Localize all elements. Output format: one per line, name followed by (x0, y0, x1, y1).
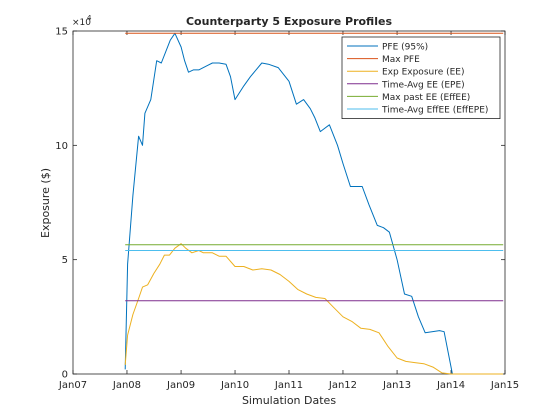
x-tick-label: Jan15 (490, 380, 519, 391)
legend-label: PFE (95%) (382, 43, 428, 53)
x-tick-label: Jan11 (274, 380, 303, 391)
plot-area: Jan07 Jan08 Jan09 Jan10 Jan11 Jan12 Jan13 Jan14… (55, 27, 519, 392)
y-exponent-base: ×10 (72, 18, 91, 28)
y-exponent-power: 4 (87, 14, 92, 22)
y-axis-label: Exposure ($) (39, 168, 52, 238)
chart-title: Counterparty 5 Exposure Profiles (186, 15, 392, 28)
y-exponent: ×10 4 (72, 14, 92, 28)
x-tick-label: Jan07 (58, 380, 87, 391)
x-axis-label: Simulation Dates (242, 394, 336, 407)
y-tick-label: 0 (62, 370, 68, 381)
legend-label: Time-Avg EffEE (EffEPE) (381, 106, 488, 116)
legend-label: Max PFE (382, 55, 420, 65)
y-tick-label: 15 (55, 27, 68, 38)
x-tick-label: Jan10 (220, 380, 249, 391)
legend-label: Time-Avg EE (EPE) (381, 80, 465, 90)
x-tick-label: Jan08 (112, 380, 141, 391)
y-tick-label: 5 (62, 255, 68, 266)
x-tick-label: Jan14 (436, 380, 465, 391)
x-tick-label: Jan12 (328, 380, 357, 391)
x-tick-label: Jan13 (382, 380, 411, 391)
legend-label: Exp Exposure (EE) (382, 68, 465, 78)
series-line-1 (124, 32, 504, 375)
legend: PFE (95%) Max PFE Exp Exposure (EE) Time-Av… (341, 36, 501, 119)
y-tick-label: 10 (55, 141, 68, 152)
series-line-3 (124, 243, 504, 375)
x-tick-label: Jan09 (166, 380, 195, 391)
legend-label: Max past EE (EffEE) (382, 93, 470, 103)
legend-box (341, 36, 501, 119)
